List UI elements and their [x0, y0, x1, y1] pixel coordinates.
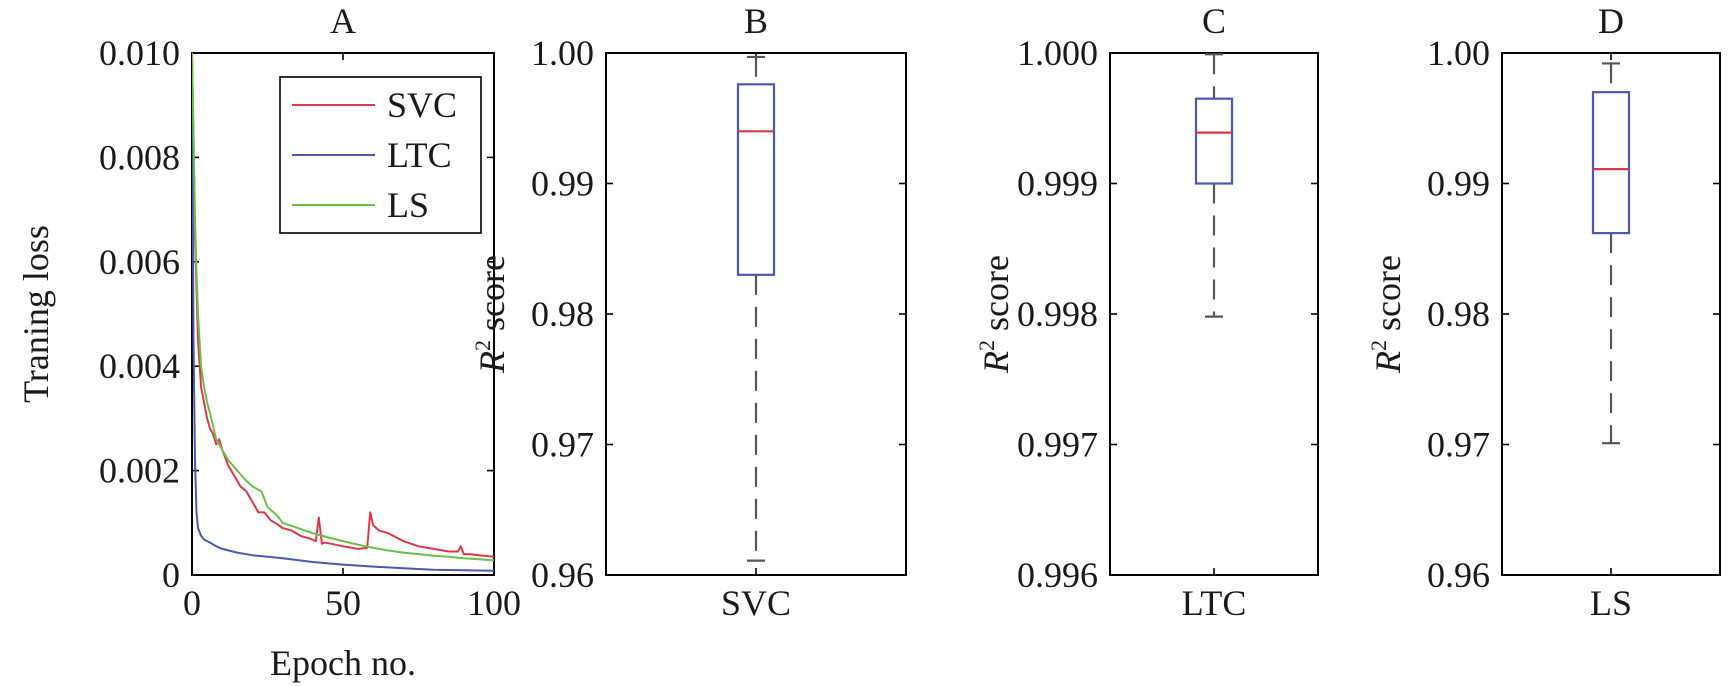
- y-axis-label-r: R: [1368, 351, 1408, 374]
- y-axis-label-superscript: 2: [470, 340, 495, 351]
- x-tick-label: 100: [467, 583, 521, 623]
- y-axis-label-rest: score: [1368, 255, 1408, 340]
- legend-label-ltc: LTC: [387, 135, 452, 175]
- panel-b-box-plot: 0.96 0.97 0.98 0.99 1.00 B SVC R2 score: [470, 1, 907, 623]
- panel-title: C: [1202, 1, 1226, 41]
- y-axis-label-r: R: [472, 351, 512, 374]
- x-axis-label: Epoch no.: [270, 643, 416, 683]
- y-axis-label-superscript: 2: [974, 340, 999, 351]
- legend-label-svc: SVC: [387, 85, 457, 125]
- x-tick-label: 0: [183, 583, 201, 623]
- y-tick-label: 0.006: [99, 242, 180, 282]
- category-label: LS: [1590, 583, 1632, 623]
- y-tick-label: 0.97: [1427, 425, 1490, 465]
- series-line-ls: [192, 53, 494, 562]
- panel-title: D: [1598, 1, 1624, 41]
- box-iqr: [1194, 97, 1234, 185]
- y-tick-label: 0.997: [1017, 425, 1098, 465]
- y-tick-label: 0: [162, 555, 180, 595]
- y-axis-label-r: R: [976, 351, 1016, 374]
- y-axis-label-superscript: 2: [1366, 340, 1391, 351]
- y-tick-label: 0.97: [531, 425, 594, 465]
- y-tick-label: 0.96: [1427, 555, 1490, 595]
- y-tick-label: 0.96: [531, 555, 594, 595]
- x-tick-label: 50: [325, 583, 361, 623]
- y-tick-label: 0.010: [99, 33, 180, 73]
- legend: SVC LTC LS: [279, 76, 482, 234]
- series-line-svc: [192, 53, 494, 558]
- category-label: LTC: [1182, 583, 1247, 623]
- y-tick-label: 0.008: [99, 137, 180, 177]
- panel-title: B: [744, 1, 768, 41]
- panel-c-box-plot: 0.996 0.997 0.998 0.999 1.000 C LTC R2 score: [974, 1, 1319, 623]
- y-tick-label: 0.98: [1427, 294, 1490, 334]
- y-tick-label: 0.004: [99, 346, 180, 386]
- y-tick-label: 0.98: [531, 294, 594, 334]
- y-tick-label: 0.99: [1427, 164, 1490, 204]
- legend-label-ls: LS: [387, 185, 429, 225]
- y-axis-label-rest: score: [472, 255, 512, 340]
- y-tick-label: 0.996: [1017, 555, 1098, 595]
- y-tick-label: 0.002: [99, 451, 180, 491]
- y-tick-label: 0.99: [531, 164, 594, 204]
- y-tick-label: 1.00: [1427, 33, 1490, 73]
- y-tick-label: 1.00: [531, 33, 594, 73]
- series-line-ltc: [192, 53, 494, 572]
- panel-a-line-chart: 0 0.002 0.004 0.006 0.008 0.010 A 0 50 100 Epoch n…: [16, 1, 521, 683]
- y-axis-label: R2 score: [974, 255, 1016, 374]
- y-axis-label: Traning loss: [16, 225, 56, 403]
- y-axis-label: R2 score: [470, 255, 512, 374]
- panel-title: A: [330, 1, 356, 41]
- y-axis-label-rest: score: [976, 255, 1016, 340]
- y-axis-label: R2 score: [1366, 255, 1408, 374]
- y-tick-label: 0.999: [1017, 164, 1098, 204]
- panel-d-box-plot: 0.96 0.97 0.98 0.99 1.00 D LS R2 score: [1366, 1, 1721, 623]
- y-tick-label: 0.998: [1017, 294, 1098, 334]
- box-iqr: [1591, 91, 1631, 235]
- box-iqr: [736, 83, 776, 276]
- category-label: SVC: [721, 583, 791, 623]
- y-tick-label: 1.000: [1017, 33, 1098, 73]
